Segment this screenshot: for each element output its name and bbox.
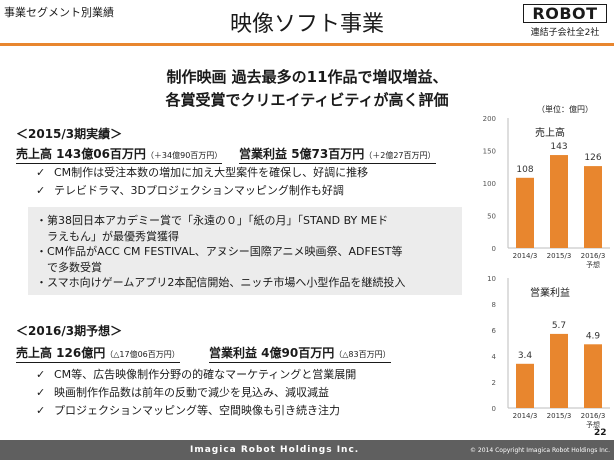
headline: 制作映画 過去最多の11作品で増収増益、 各賞受賞でクリエイティビティが高く評価 — [0, 66, 614, 112]
highlights-box — [28, 207, 462, 295]
footer-bar — [0, 440, 614, 460]
x-tick-label: 2014/3 — [513, 252, 538, 260]
x-tick-label: 2016/3 — [581, 252, 606, 260]
data-label: 5.7 — [552, 321, 566, 331]
x-tick-label: 2016/3 — [581, 412, 606, 420]
headline-line-2: 各賞受賞でクリエイティビティが高く評価 — [165, 91, 449, 109]
forecast-profit-change: （△83百万円） — [334, 350, 391, 359]
list-item: CM制作は受注本数の増加に加え大型案件を確保し、好調に推移 — [54, 164, 368, 182]
y-tick-label: 100 — [483, 180, 496, 188]
actual-sales-change: （＋34億90百万円） — [145, 151, 223, 160]
bar — [584, 166, 602, 248]
chart-title: 営業利益 — [530, 286, 570, 299]
forecast-profit: 営業利益 4億90百万円 — [209, 346, 335, 360]
chart-title: 売上高 — [535, 126, 565, 139]
x-tick-label: 予想 — [586, 260, 600, 269]
x-tick-label: 2015/3 — [547, 252, 572, 260]
x-tick-label: 2014/3 — [513, 412, 538, 420]
list-item: CM等、広告映像制作分野の的確なマーケティングと営業展開 — [54, 366, 356, 384]
y-tick-label: 150 — [483, 148, 496, 156]
actual-profit-block: 営業利益 5億73百万円（＋2億27百万円） — [239, 145, 436, 164]
y-tick-label: 2 — [492, 379, 496, 387]
list-item: テレビドラマ、3Dプロジェクションマッピング制作も好調 — [54, 182, 368, 200]
actual-profit-change: （＋2億27百万円） — [364, 151, 436, 160]
bar — [516, 363, 534, 408]
y-tick-label: 0 — [492, 245, 496, 253]
company-logo: ROBOT 連結子会社全2社 — [523, 4, 607, 38]
actual-sales-block: 売上高 143億06百万円（＋34億90百万円） — [16, 145, 223, 164]
actual-period-title: ＜2015/3期実績＞ — [16, 127, 123, 141]
y-tick-label: 10 — [487, 275, 496, 283]
actual-summary: 売上高 143億06百万円（＋34億90百万円） 営業利益 5億73百万円（＋2… — [16, 145, 436, 164]
logo-wordmark: ROBOT — [523, 4, 607, 23]
footer-brand: Imagica Robot Holdings Inc. — [190, 445, 360, 455]
headline-line-1: 制作映画 過去最多の11作品で増収増益、 — [166, 68, 448, 86]
list-item: で多数受賞 — [36, 260, 102, 274]
data-label: 126 — [584, 153, 601, 163]
actual-profit: 営業利益 5億73百万円 — [239, 147, 365, 161]
list-item: ・スマホ向けゲームアプリ2本配信開始、ニッチ市場へ小型作品を継続投入 — [36, 276, 406, 289]
data-label: 4.9 — [586, 331, 601, 341]
list-item: ラえもん」が最優秀賞獲得 — [36, 229, 179, 243]
list-item: ・第38回日本アカデミー賞で「永遠の０」「紙の月」「STAND BY MEド — [36, 214, 389, 227]
forecast-bullet-list: CM等、広告映像制作分野の的確なマーケティングと営業展開 映画制作作品数は前年の… — [54, 366, 356, 420]
list-item: 映画制作作品数は前年の反動で減少を見込み、減収減益 — [54, 384, 356, 402]
page-title: 映像ソフト事業 — [229, 12, 384, 37]
page-number: 22 — [594, 428, 607, 438]
list-item: プロジェクションマッピング等、空間映像も引き続き注力 — [54, 402, 356, 420]
header-divider — [0, 43, 614, 46]
bar — [516, 177, 534, 248]
footer-copyright: © 2014 Copyright Imagica Robot Holdings … — [470, 447, 611, 454]
bar — [550, 155, 568, 248]
y-tick-label: 50 — [487, 213, 496, 221]
actual-bullet-list: CM制作は受注本数の増加に加え大型案件を確保し、好調に推移 テレビドラマ、3Dプ… — [54, 164, 368, 200]
operating-profit-chart: 0 2 4 6 8 10 営業利益 3.4 2014/3 5.7 2015/3 4.9 2016/3予想 — [487, 275, 610, 429]
bar — [550, 333, 568, 408]
list-item: ・CM作品がACC CM FESTIVAL、アヌシー国際アニメ映画祭、ADFES… — [36, 245, 403, 258]
highlights-list: ・第38回日本アカデミー賞で「永遠の０」「紙の月」「STAND BY MEド ラ… — [36, 213, 456, 291]
actual-sales: 売上高 143億06百万円 — [16, 147, 146, 161]
bar — [584, 344, 602, 408]
forecast-period-title: ＜2016/3期予想＞ — [16, 324, 123, 338]
y-tick-label: 6 — [492, 327, 497, 335]
segment-label: 事業セグメント別業績 — [4, 6, 114, 19]
data-label: 143 — [550, 142, 567, 152]
y-tick-label: 4 — [492, 353, 497, 361]
data-label: 3.4 — [518, 351, 533, 361]
y-tick-label: 8 — [492, 301, 496, 309]
data-label: 108 — [516, 165, 533, 175]
sales-chart: 0 50 100 150 200 売上高 108 2014/3 143 2015/3 126 2016… — [483, 115, 610, 269]
unit-label: （単位：億円） — [537, 105, 593, 114]
x-tick-label: 予想 — [586, 420, 600, 429]
y-tick-label: 0 — [492, 405, 496, 413]
y-tick-label: 200 — [483, 115, 496, 123]
forecast-sales: 売上高 126億円 — [16, 346, 106, 360]
logo-subtitle: 連結子会社全2社 — [530, 28, 600, 38]
forecast-sales-change: （△17億06百万円） — [105, 350, 180, 359]
forecast-summary: 売上高 126億円（△17億06百万円） 営業利益 4億90百万円（△83百万円… — [16, 344, 391, 363]
x-tick-label: 2015/3 — [547, 412, 572, 420]
forecast-profit-block: 営業利益 4億90百万円（△83百万円） — [209, 344, 391, 363]
forecast-sales-block: 売上高 126億円（△17億06百万円） — [16, 344, 180, 363]
